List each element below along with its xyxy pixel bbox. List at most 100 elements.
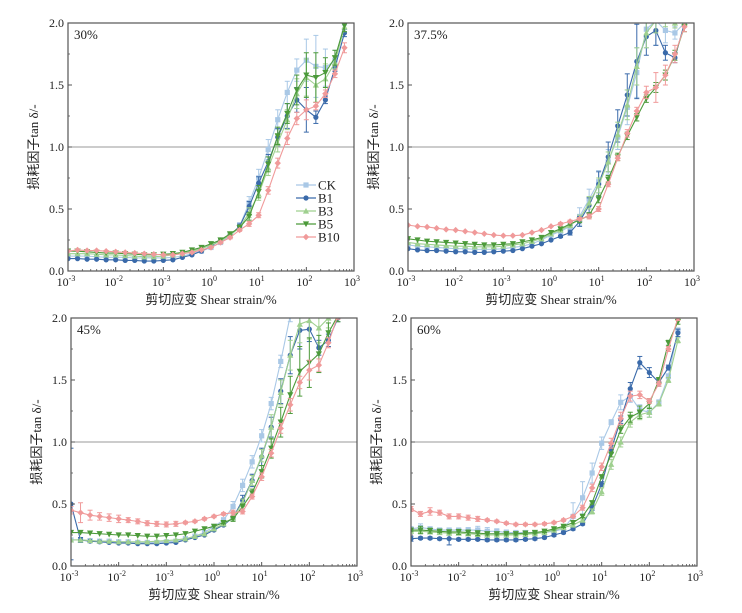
data-point [503, 531, 510, 537]
data-point [258, 469, 265, 475]
data-point [646, 409, 653, 415]
data-point [633, 107, 640, 115]
data-point [341, 44, 348, 51]
data-point [313, 114, 319, 120]
data-point [293, 87, 300, 94]
data-point [284, 110, 291, 117]
x-tick-label: 103 [684, 274, 700, 289]
data-point [220, 520, 227, 526]
data-point [125, 538, 132, 545]
data-point [316, 303, 321, 308]
data-point [509, 241, 516, 247]
x-tick-label: 102 [639, 569, 655, 584]
data-point [210, 523, 218, 530]
data-point [437, 536, 443, 542]
data-point [287, 392, 294, 398]
data-point [674, 337, 682, 343]
data-point [423, 238, 431, 245]
data-point [500, 248, 506, 254]
y-axis-title: 损耗因子tan δ/- [366, 104, 381, 189]
data-point [433, 225, 440, 232]
data-point [296, 379, 303, 386]
data-point [560, 516, 567, 524]
data-point [141, 250, 148, 257]
data-point [84, 256, 90, 262]
data-point [662, 27, 668, 34]
data-point [599, 440, 605, 446]
data-point [106, 531, 113, 538]
data-point [125, 532, 132, 539]
data-point [259, 433, 265, 439]
y-axis-title: 损耗因子tan δ/- [26, 104, 41, 189]
data-point [550, 519, 558, 526]
plot-area [68, 23, 348, 264]
data-point [500, 232, 507, 239]
data-point [134, 538, 141, 545]
data-point [172, 520, 180, 528]
data-point [528, 237, 536, 244]
data-point [446, 536, 452, 542]
series-line [68, 25, 345, 256]
data-point [617, 415, 624, 422]
data-point [512, 531, 519, 537]
data-point [618, 399, 624, 405]
y-tick-label: 2.0 [392, 311, 407, 325]
data-point [122, 257, 128, 264]
data-point [637, 360, 643, 366]
data-point [636, 391, 643, 399]
x-tick-label: 101 [592, 569, 608, 584]
series-line [408, 26, 685, 237]
data-point [674, 318, 682, 322]
y-tick-label: 0.5 [49, 202, 64, 216]
x-tick-label: 102 [296, 274, 312, 289]
data-point [102, 247, 110, 255]
y-axis-title: 损耗因子tan δ/- [29, 399, 44, 484]
data-point [462, 228, 469, 235]
x-axis: 10-3 10-2 10-3 100 101 102 103 [400, 562, 703, 584]
data-point [547, 229, 555, 236]
series-line [408, 23, 685, 253]
data-point [96, 538, 103, 544]
data-point [258, 452, 265, 459]
data-point [608, 451, 615, 458]
data-point [113, 257, 119, 263]
data-point [472, 249, 478, 255]
legend-label: B5 [318, 217, 333, 232]
data-point [411, 505, 415, 513]
series-b10 [71, 318, 341, 528]
data-point [531, 521, 539, 528]
data-point [268, 449, 275, 457]
panel-label: 30% [74, 27, 98, 42]
data-point [268, 424, 275, 430]
x-tick-label: 10-3 [57, 274, 76, 289]
legend-label: CK [318, 178, 337, 193]
x-tick-label: 10-2 [444, 274, 463, 289]
data-point [665, 340, 672, 346]
legend-item-ck: CK [296, 178, 337, 193]
error-bar [662, 23, 668, 28]
data-point [567, 229, 573, 236]
error-bar [411, 505, 414, 512]
data-point [160, 251, 167, 259]
data-point [655, 400, 662, 407]
data-point [624, 101, 631, 108]
chart-panel-45pct: 10-3 10-2 10-3 100 101 102 103 0.0 0.5 1.0 1.5 2.0 剪… [29, 303, 363, 602]
data-point [74, 256, 81, 262]
panel-label: 45% [77, 322, 101, 337]
data-point [335, 309, 341, 315]
y-tick-label: 1.0 [389, 140, 404, 154]
data-point [519, 246, 526, 252]
error-bar [71, 447, 74, 561]
data-point [653, 23, 659, 24]
data-point [278, 358, 284, 364]
data-point [605, 158, 612, 165]
x-tick-label: 100 [544, 569, 560, 584]
data-point [210, 513, 218, 520]
data-point [503, 520, 510, 527]
data-point [633, 63, 640, 69]
y-axis: 0.0 0.5 1.0 1.5 2.0 [52, 311, 75, 573]
series-line [411, 318, 679, 526]
data-point [331, 55, 339, 61]
data-point [201, 526, 208, 532]
data-point [414, 237, 421, 244]
